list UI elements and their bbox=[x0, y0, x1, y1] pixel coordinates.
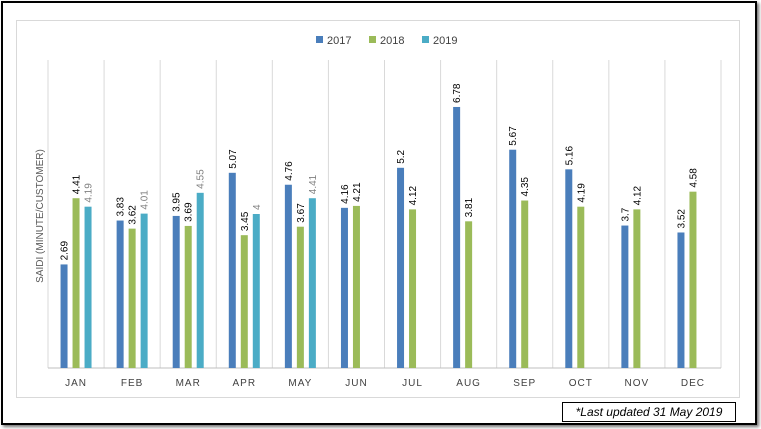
data-label-2017-JAN: 2.69 bbox=[60, 241, 71, 261]
bar-2018-JUL bbox=[409, 209, 417, 368]
bar-2018-DEC bbox=[689, 191, 697, 368]
data-label-2018-JAN: 4.41 bbox=[72, 174, 83, 194]
x-tick-label-FEB: FEB bbox=[121, 378, 143, 389]
x-tick-label-JUL: JUL bbox=[402, 378, 423, 389]
legend-label-2019: 2019 bbox=[433, 35, 457, 47]
data-label-2019-FEB: 4.01 bbox=[140, 190, 151, 210]
data-label-2019-MAY: 4.41 bbox=[308, 174, 319, 194]
chart-area bbox=[16, 20, 740, 398]
x-tick-label-MAR: MAR bbox=[176, 378, 201, 389]
data-label-2019-APR: 4 bbox=[252, 204, 263, 210]
data-label-2018-OCT: 4.19 bbox=[576, 183, 587, 203]
bar-2017-NOV bbox=[621, 225, 629, 368]
bar-2018-JUN bbox=[352, 205, 360, 368]
bar-2017-JUL bbox=[397, 167, 405, 368]
x-tick-label-SEP: SEP bbox=[513, 378, 536, 389]
bar-2019-MAY bbox=[308, 198, 316, 368]
category-separators bbox=[47, 60, 722, 368]
x-tick-label-MAY: MAY bbox=[288, 378, 312, 389]
data-label-2017-NOV: 3.7 bbox=[620, 207, 631, 221]
bar-2017-MAY bbox=[284, 184, 292, 368]
data-label-2018-JUN: 4.21 bbox=[352, 182, 363, 202]
x-tick-labels: JAN FEB MAR APR MAY JUN JUL AUG SEP OCT NOV DEC bbox=[65, 378, 705, 389]
bar-2018-MAR bbox=[184, 225, 192, 368]
bar-2017-MAR bbox=[172, 215, 180, 368]
bar-2017-SEP bbox=[509, 149, 517, 368]
bar-2019-MAR bbox=[196, 192, 204, 368]
data-label-2019-JAN: 4.19 bbox=[84, 183, 95, 203]
data-label-2018-MAR: 3.69 bbox=[184, 202, 195, 222]
data-label-2018-DEC: 4.58 bbox=[688, 168, 699, 188]
data-label-2017-AUG: 6.78 bbox=[452, 83, 463, 103]
data-label-2017-JUN: 4.16 bbox=[340, 184, 351, 204]
bar-2018-JAN bbox=[72, 198, 80, 368]
data-label-2017-FEB: 3.83 bbox=[116, 197, 127, 217]
bar-2019-JAN bbox=[84, 206, 92, 368]
data-label-2018-MAY: 3.67 bbox=[296, 203, 307, 223]
data-label-2018-APR: 3.45 bbox=[240, 211, 251, 231]
bar-2018-OCT bbox=[577, 206, 585, 368]
bar-2017-OCT bbox=[565, 169, 573, 368]
data-label-2017-APR: 5.07 bbox=[228, 149, 239, 169]
x-tick-label-DEC: DEC bbox=[681, 378, 705, 389]
legend: 2017 2018 2019 bbox=[316, 35, 457, 47]
x-tick-label-AUG: AUG bbox=[456, 378, 481, 389]
bar-2018-MAY bbox=[296, 226, 304, 368]
data-label-2019-MAR: 4.55 bbox=[196, 169, 207, 189]
last-updated-note: *Last updated 31 May 2019 bbox=[562, 402, 736, 422]
x-tick-label-JUN: JUN bbox=[345, 378, 367, 389]
bars: 2.694.41 4.193.83 3.624.01 3.953.694.555.07… bbox=[60, 83, 699, 368]
bar-2018-SEP bbox=[521, 200, 529, 368]
bar-2018-NOV bbox=[633, 209, 641, 368]
data-label-2018-NOV: 4.12 bbox=[632, 185, 643, 205]
bar-2017-APR bbox=[228, 172, 236, 368]
bar-2017-FEB bbox=[116, 220, 124, 368]
data-label-2018-SEP: 4.35 bbox=[520, 177, 531, 197]
y-axis-label: SAIDI (MINUTE/CUSTOMER) bbox=[35, 149, 46, 283]
data-label-2017-OCT: 5.16 bbox=[564, 145, 575, 165]
bar-2018-APR bbox=[240, 235, 248, 368]
data-label-2018-AUG: 3.81 bbox=[464, 197, 475, 217]
data-label-2017-MAR: 3.95 bbox=[172, 192, 183, 212]
legend-swatch-2019 bbox=[422, 36, 429, 43]
legend-label-2018: 2018 bbox=[380, 35, 404, 47]
bar-2017-JAN bbox=[60, 264, 68, 368]
data-label-2018-FEB: 3.62 bbox=[128, 205, 139, 225]
legend-swatch-2017 bbox=[316, 36, 323, 43]
legend-swatch-2018 bbox=[369, 36, 376, 43]
bar-2017-DEC bbox=[677, 232, 685, 368]
x-tick-label-APR: APR bbox=[233, 378, 257, 389]
bar-2017-AUG bbox=[453, 106, 461, 368]
bar-2019-FEB bbox=[140, 213, 148, 368]
data-label-2017-DEC: 3.52 bbox=[676, 209, 687, 229]
data-label-2017-MAY: 4.76 bbox=[284, 161, 295, 181]
bar-2019-APR bbox=[252, 214, 260, 368]
data-label-2018-JUL: 4.12 bbox=[408, 185, 419, 205]
x-tick-label-NOV: NOV bbox=[625, 378, 650, 389]
x-tick-label-JAN: JAN bbox=[65, 378, 87, 389]
bar-2018-AUG bbox=[465, 221, 473, 368]
x-tick-label-OCT: OCT bbox=[569, 378, 593, 389]
data-label-2017-SEP: 5.67 bbox=[508, 126, 519, 146]
bar-2017-JUN bbox=[340, 207, 348, 368]
data-label-2017-JUL: 5.2 bbox=[396, 149, 407, 163]
legend-label-2017: 2017 bbox=[327, 35, 351, 47]
bar-2018-FEB bbox=[128, 228, 136, 368]
